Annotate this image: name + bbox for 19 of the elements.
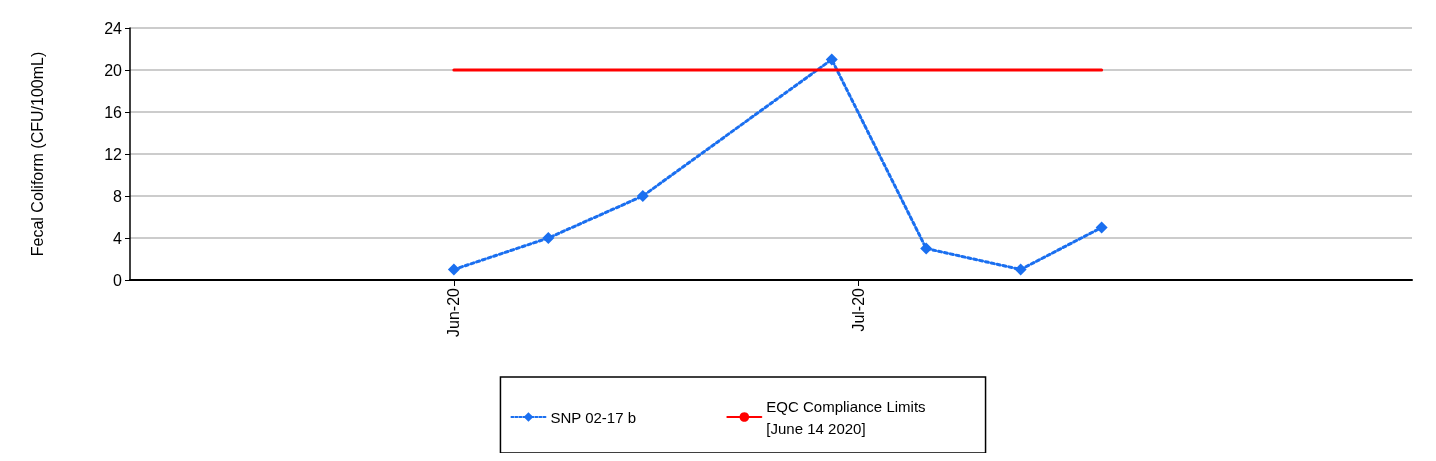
y-tick-label: 8 xyxy=(113,187,123,205)
x-tick-label: Jul-20 xyxy=(850,287,868,332)
point xyxy=(636,190,649,202)
y-tick-label: 16 xyxy=(104,103,123,121)
point xyxy=(1095,221,1108,234)
point xyxy=(920,242,933,255)
point xyxy=(542,232,555,244)
y-tick-label: 20 xyxy=(104,61,123,79)
legend-label: EQC Compliance Limits [June 14 2020] xyxy=(766,397,926,437)
y-tick-label: 0 xyxy=(113,271,123,289)
point xyxy=(447,263,460,276)
point xyxy=(1014,263,1027,276)
legend-label: SNP 02-17 b xyxy=(550,408,637,426)
point xyxy=(825,53,838,66)
x-tick-label: Jun-20 xyxy=(445,287,463,337)
y-tick-label: 4 xyxy=(113,229,123,247)
y-tick-label: 12 xyxy=(104,145,123,163)
y-axis-title: Fecal Coliform (CFU/100mL) xyxy=(28,51,46,257)
y-tick-label: 24 xyxy=(104,19,123,37)
